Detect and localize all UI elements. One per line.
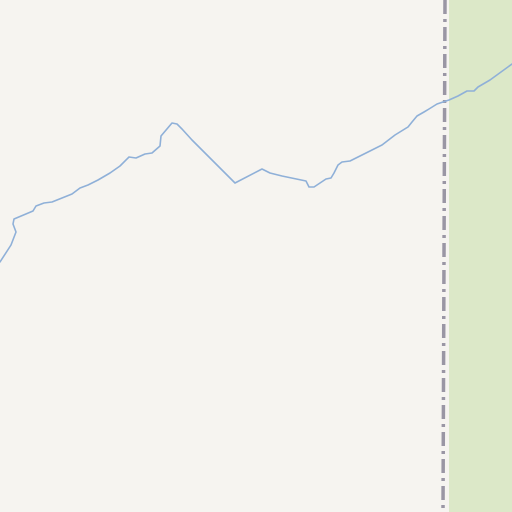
protected-area [449, 0, 512, 512]
administrative-boundary [441, 0, 447, 512]
stream-line [0, 63, 512, 263]
